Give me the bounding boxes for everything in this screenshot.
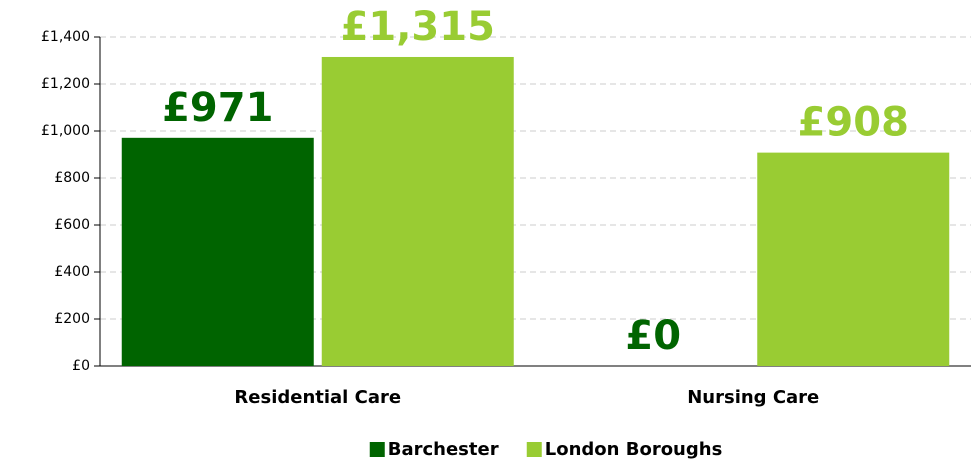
x-tick-label: Nursing Care — [687, 387, 819, 408]
y-tick-label: £400 — [54, 264, 90, 280]
y-tick-label: £0 — [72, 358, 90, 374]
bar — [757, 152, 950, 366]
y-tick-label: £800 — [54, 170, 90, 186]
bar — [121, 137, 314, 366]
x-tick-label: Residential Care — [234, 387, 401, 408]
bar — [321, 56, 514, 366]
legend-swatch — [369, 442, 385, 457]
y-tick-label: £1,000 — [41, 123, 90, 139]
y-tick-label: £1,200 — [41, 76, 90, 92]
value-label: £971 — [162, 85, 273, 131]
y-tick-label: £200 — [54, 311, 90, 327]
legend-swatch — [526, 442, 542, 457]
y-tick-label: £1,400 — [41, 29, 90, 45]
value-label: £908 — [798, 100, 909, 146]
value-label: £1,315 — [341, 4, 495, 50]
y-tick-label: £600 — [54, 217, 90, 233]
legend-label: Barchester — [388, 439, 499, 460]
value-label: £0 — [625, 313, 681, 359]
legend-label: London Boroughs — [545, 439, 723, 460]
